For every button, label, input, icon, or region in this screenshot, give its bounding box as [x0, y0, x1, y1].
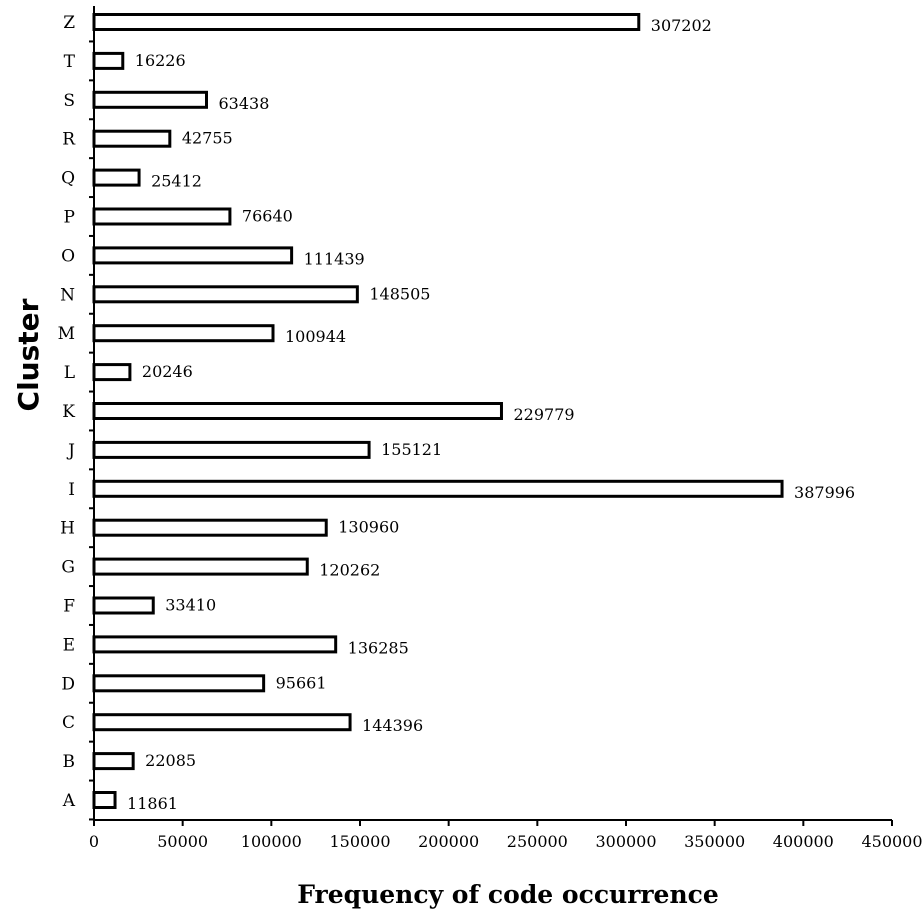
bar-m — [92, 324, 275, 343]
data-label: 136285 — [348, 638, 409, 657]
x-tick-label: 350000 — [684, 832, 745, 851]
data-label: 155121 — [381, 440, 442, 459]
bar-e — [92, 635, 338, 654]
x-tick-label: 150000 — [329, 832, 390, 851]
category-label: B — [63, 752, 76, 772]
bar-b — [92, 752, 135, 771]
category-label: E — [63, 635, 75, 655]
category-label: O — [61, 246, 75, 266]
category-label: S — [63, 91, 75, 111]
bar-l — [92, 363, 132, 382]
category-label: T — [64, 52, 76, 72]
data-label: 63438 — [218, 94, 269, 113]
x-tick-label: 300000 — [595, 832, 656, 851]
bar-d — [92, 674, 266, 693]
x-tick-label: 250000 — [507, 832, 568, 851]
category-label: F — [63, 597, 75, 617]
bar-j — [92, 440, 371, 459]
bar-h — [92, 518, 328, 537]
data-label: 42755 — [182, 129, 233, 148]
data-label: 76640 — [242, 207, 293, 226]
data-label: 20246 — [142, 362, 193, 381]
data-label: 11861 — [127, 794, 178, 813]
data-label: 144396 — [362, 716, 423, 735]
category-label: P — [64, 208, 75, 228]
x-axis-title: Frequency of code occurrence — [297, 880, 719, 909]
bar-s — [92, 90, 208, 109]
x-tick-label: 450000 — [861, 832, 922, 851]
bar-c — [92, 713, 352, 732]
bar-n — [92, 285, 359, 304]
category-label: A — [62, 791, 76, 811]
data-label: 100944 — [285, 327, 346, 346]
category-label: K — [62, 402, 75, 422]
labels-group: 0 50000 100000 150000 200000 250000 300000 3500… — [58, 13, 923, 851]
data-label: 95661 — [276, 673, 327, 692]
bar-t — [92, 51, 125, 70]
data-label: 130960 — [338, 518, 399, 537]
category-label: Q — [61, 169, 75, 189]
axes-group — [89, 6, 893, 826]
bar-r — [92, 129, 172, 148]
category-label: G — [61, 558, 75, 578]
category-label: N — [60, 285, 75, 305]
category-label: Z — [63, 13, 75, 33]
data-label: 25412 — [151, 172, 202, 191]
bar-p — [92, 207, 232, 226]
data-label: 120262 — [319, 561, 380, 580]
bar-z — [92, 13, 641, 31]
data-label: 229779 — [513, 405, 574, 424]
data-label: 16226 — [135, 51, 186, 70]
x-tick-label: 100000 — [241, 832, 302, 851]
bar-f — [92, 596, 155, 615]
category-label: R — [62, 130, 76, 150]
data-label: 111439 — [304, 249, 365, 268]
category-label: H — [60, 519, 75, 539]
category-label: D — [61, 674, 75, 694]
x-tick-label: 400000 — [773, 832, 834, 851]
bar-i — [92, 479, 784, 498]
data-label: 148505 — [369, 284, 430, 303]
data-label: 387996 — [794, 483, 855, 502]
bar-g — [92, 557, 309, 576]
bar-o — [92, 246, 294, 265]
bar-k — [92, 402, 503, 420]
category-label: J — [66, 441, 75, 461]
category-label: I — [68, 480, 75, 500]
category-label: C — [62, 713, 75, 733]
y-axis-title: Cluster — [12, 298, 45, 411]
bar-a — [92, 791, 117, 809]
data-label: 33410 — [165, 596, 216, 615]
category-label: M — [58, 324, 75, 344]
x-tick-label: 200000 — [418, 832, 479, 851]
data-label: 307202 — [651, 16, 712, 35]
x-tick-label: 0 — [89, 832, 99, 851]
bar-q — [92, 168, 141, 187]
category-label: L — [64, 363, 75, 383]
x-tick-label: 50000 — [157, 832, 208, 851]
data-label: 22085 — [145, 751, 196, 770]
